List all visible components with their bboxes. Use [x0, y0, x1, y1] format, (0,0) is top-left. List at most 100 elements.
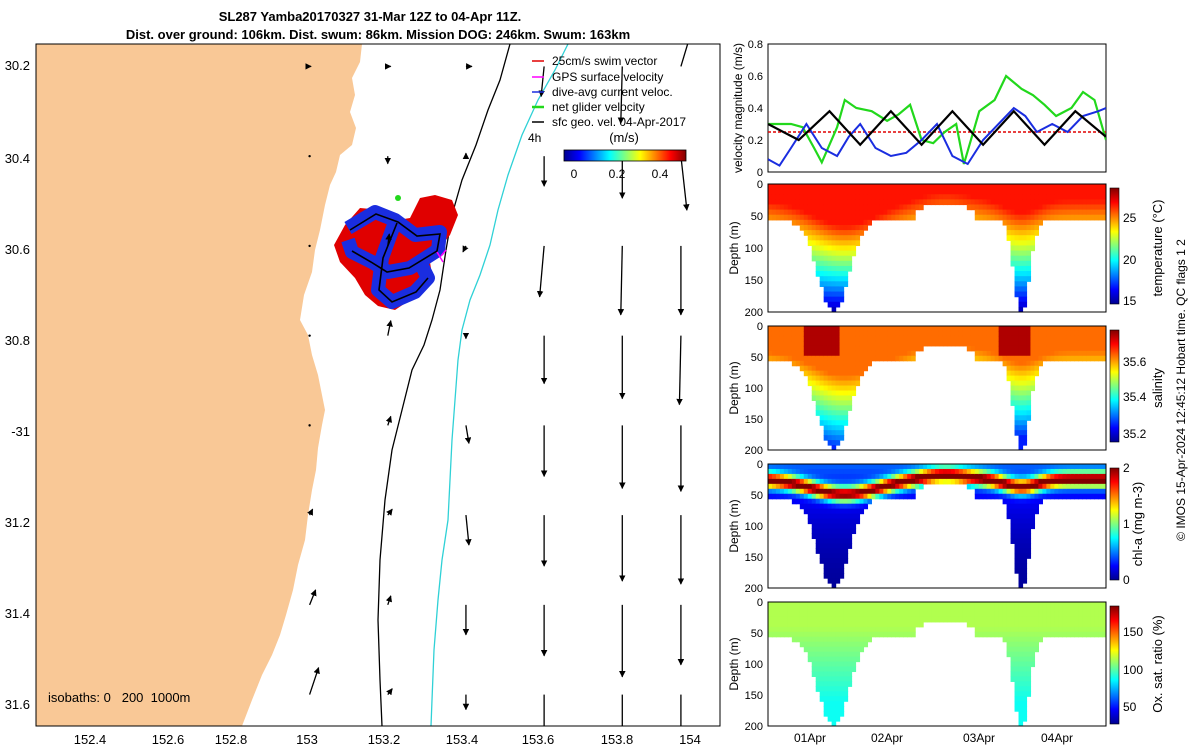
- section-cell: [1014, 464, 1020, 470]
- section-cell: [883, 616, 888, 623]
- section-cell: [847, 365, 853, 372]
- section-cell: [819, 260, 825, 267]
- section-cell: [1086, 209, 1091, 216]
- section-cell: [799, 189, 805, 195]
- section-cell: [1090, 478, 1095, 485]
- section-cell: [1058, 209, 1063, 216]
- map-x-tick: 152.4: [74, 732, 107, 747]
- section-cell: [1090, 473, 1095, 480]
- section-cell: [1022, 611, 1028, 618]
- section-cell: [1034, 508, 1039, 515]
- section-cell: [855, 375, 861, 382]
- section-cell: [978, 355, 984, 362]
- section-cell: [1098, 326, 1103, 332]
- section-cell: [807, 503, 813, 510]
- section-cell: [807, 184, 813, 190]
- section-cell: [1034, 464, 1039, 470]
- section-cell: [863, 602, 869, 608]
- section-cell: [867, 340, 872, 347]
- section-cell: [839, 255, 845, 262]
- section-cell: [831, 184, 837, 190]
- map-y-tick: -31: [11, 424, 30, 439]
- section-cell: [935, 326, 940, 332]
- section-cell: [847, 508, 853, 515]
- section-cell: [966, 616, 972, 623]
- section-cell: [927, 189, 932, 195]
- section-cell: [950, 468, 956, 475]
- section-cell: [1086, 493, 1091, 500]
- section-cell: [958, 611, 964, 618]
- section-cell: [843, 641, 849, 648]
- section-cell: [1090, 464, 1095, 470]
- section-cell: [811, 508, 817, 515]
- section-cell: [1046, 621, 1051, 628]
- section-cell: [1002, 184, 1008, 190]
- section-cell: [935, 464, 940, 470]
- section-cell: [887, 468, 892, 475]
- section-cell: [871, 606, 876, 613]
- section-cell: [819, 255, 825, 262]
- section-cell: [1086, 340, 1091, 347]
- section-cell: [811, 340, 817, 347]
- section-cell: [883, 483, 888, 490]
- section-cell: [803, 611, 809, 618]
- section-cell: [859, 611, 865, 618]
- section-cell: [843, 335, 849, 342]
- section-cell: [1030, 380, 1036, 387]
- section-y-tick: 0: [757, 179, 763, 191]
- section-cell: [1062, 209, 1067, 216]
- section-cell: [815, 631, 821, 638]
- section-cell: [1022, 420, 1028, 426]
- section-cell: [1014, 611, 1020, 618]
- geo-velocity-arrow: [385, 233, 392, 246]
- section-cell: [815, 350, 821, 357]
- section-cell: [1018, 326, 1024, 332]
- section-cell: [867, 464, 872, 470]
- section-cell: [1018, 651, 1024, 658]
- section-cell: [819, 360, 825, 367]
- section-cell: [990, 214, 996, 221]
- section-cell: [1046, 335, 1051, 342]
- section-cell: [839, 355, 845, 362]
- map-legend: 25cm/s swim vector GPS surface velocity …: [528, 54, 686, 145]
- section-cell: [942, 616, 948, 623]
- section-cell: [1022, 503, 1028, 510]
- section-cell: [966, 340, 972, 347]
- section-cell: [895, 189, 900, 195]
- section-cell: [883, 464, 888, 470]
- section-cell: [974, 340, 980, 347]
- section-cell: [835, 602, 841, 608]
- section-cell: [978, 350, 984, 357]
- section-cell: [1010, 636, 1016, 643]
- section-cell: [895, 606, 900, 613]
- section-cell: [927, 340, 932, 347]
- section-cell: [787, 611, 793, 618]
- section-cell: [1082, 626, 1087, 633]
- section-cell: [1026, 626, 1032, 633]
- section-cell: [851, 611, 857, 618]
- section-cell: [891, 209, 896, 216]
- section-cell: [1030, 360, 1036, 367]
- section-cell: [950, 184, 956, 190]
- section-cell: [787, 602, 793, 608]
- section-cell: [799, 224, 805, 231]
- section-y-tick: 200: [745, 721, 763, 733]
- velocity-y-tick: 0.6: [748, 71, 763, 83]
- section-cell: [839, 666, 845, 673]
- section-cell: [1002, 468, 1008, 475]
- section-cell: [1018, 626, 1024, 633]
- section-cell: [839, 335, 845, 342]
- section-cell: [1078, 616, 1083, 623]
- section-cell: [966, 335, 972, 342]
- section-cell: [831, 301, 837, 308]
- section-cell: [807, 326, 813, 332]
- section-cell: [1070, 606, 1075, 613]
- section-cell: [1022, 528, 1028, 535]
- section-cell: [1010, 395, 1016, 401]
- section-cell: [811, 350, 817, 357]
- section-cell: [1018, 503, 1024, 510]
- section-cell: [819, 385, 825, 392]
- section-cell: [823, 435, 829, 441]
- section-cell: [791, 464, 797, 470]
- section-cell: [891, 478, 896, 485]
